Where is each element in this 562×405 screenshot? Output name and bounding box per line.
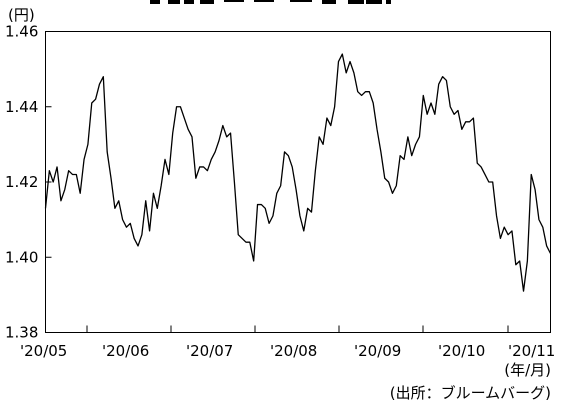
plot-frame [45, 31, 551, 333]
series-layer [44, 53, 552, 292]
y-unit-label: (円) [8, 6, 35, 24]
x-tick-label: '20/06 [102, 342, 149, 360]
y-tick-label: 1.42 [5, 173, 38, 191]
x-axis: '20/05 '20/06 '20/07 '20/08 '20/09 '20/10 '20/… [20, 325, 555, 360]
x-axis-unit-label: (年/月) [504, 361, 551, 379]
y-tick-label: 1.46 [5, 23, 38, 41]
x-tick-label: '20/11 [508, 342, 555, 360]
x-tick-label: '20/05 [20, 342, 67, 360]
series-line [44, 53, 552, 292]
source-note: (出所：ブルームバーグ) [390, 384, 551, 402]
y-tick-label: 1.40 [5, 248, 38, 266]
x-tick-label: '20/08 [270, 342, 317, 360]
y-tick-label: 1.44 [5, 98, 38, 116]
x-tick-label: '20/10 [438, 342, 485, 360]
y-tick-label: 1.38 [5, 324, 38, 342]
chart-title-clipped [150, 0, 391, 4]
x-tick-label: '20/07 [186, 342, 233, 360]
x-tick-label: '20/09 [354, 342, 401, 360]
y-axis: 1.38 1.40 1.42 1.44 1.46 [5, 23, 52, 342]
